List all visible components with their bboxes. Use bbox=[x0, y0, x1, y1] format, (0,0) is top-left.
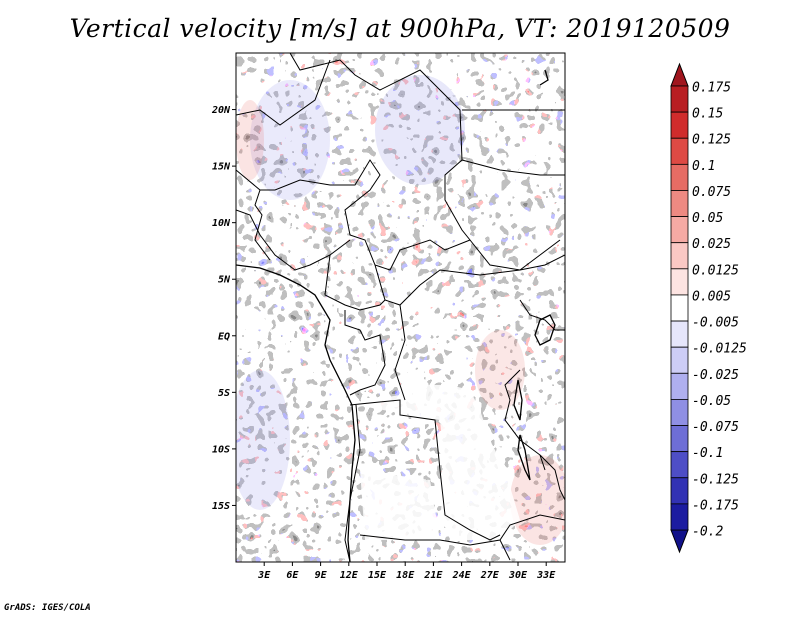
colorbar-segment bbox=[670, 268, 689, 296]
lat-label: 5N bbox=[218, 275, 231, 286]
colorbar-label: -0.075 bbox=[692, 420, 739, 435]
colorbar-segment bbox=[670, 503, 689, 531]
lon-label: 6E bbox=[286, 570, 299, 581]
colorbar-segment bbox=[670, 451, 689, 479]
colorbar-label: 0.1 bbox=[692, 159, 715, 174]
colorbar-label: 0.025 bbox=[692, 237, 731, 252]
colorbar-label: -0.175 bbox=[692, 498, 739, 513]
lon-label: 18E bbox=[396, 570, 415, 581]
lat-label: 10S bbox=[212, 444, 230, 455]
lon-label: 3E bbox=[257, 570, 271, 581]
lon-label: 30E bbox=[508, 570, 528, 581]
colorbar-label: -0.0125 bbox=[692, 342, 747, 357]
colorbar-segment bbox=[670, 85, 689, 113]
lon-label: 12E bbox=[340, 570, 359, 581]
colorbar-top-arrow bbox=[670, 62, 689, 87]
lat-label: 15S bbox=[212, 501, 230, 512]
colorbar-segment bbox=[670, 294, 689, 322]
colorbar-bottom-arrow bbox=[670, 529, 689, 554]
lon-label: 27E bbox=[480, 570, 500, 581]
coastlines bbox=[236, 69, 556, 562]
colorbar-segment bbox=[670, 372, 689, 400]
colorbar-label: -0.125 bbox=[692, 472, 739, 487]
map-frame bbox=[235, 52, 566, 563]
colorbar-label: 0.175 bbox=[692, 81, 731, 96]
lon-label: 21E bbox=[423, 570, 443, 581]
colorbar-label: -0.1 bbox=[692, 446, 723, 461]
colorbar-segment bbox=[670, 190, 689, 217]
colorbar-segment bbox=[670, 111, 689, 139]
colorbar-label: -0.2 bbox=[692, 525, 723, 540]
colorbar-label: 0.125 bbox=[692, 133, 731, 148]
colorbar-segment bbox=[670, 477, 689, 505]
lat-label: 20N bbox=[211, 105, 231, 116]
colorbar-label: 0.0125 bbox=[692, 263, 739, 278]
lat-label: EQ bbox=[218, 331, 230, 342]
grads-credit: GrADS: IGES/COLA bbox=[4, 603, 91, 613]
colorbar-segment bbox=[670, 216, 689, 244]
colorbar-label: -0.005 bbox=[692, 316, 739, 331]
colorbar-label: -0.025 bbox=[692, 368, 739, 383]
colorbar-label: 0.075 bbox=[692, 185, 731, 200]
colorbar-label: 0.15 bbox=[692, 107, 723, 122]
colorbar-segment bbox=[670, 242, 689, 270]
colorbar-segment bbox=[670, 425, 689, 453]
colorbar-segment bbox=[670, 346, 689, 374]
colorbar-segment bbox=[670, 399, 689, 426]
lat-label: 10N bbox=[212, 218, 231, 229]
colorbar-label: -0.05 bbox=[692, 394, 731, 409]
map-title: Vertical velocity [m/s] at 900hPa, VT: 2… bbox=[69, 14, 731, 43]
colorbar-label: 0.05 bbox=[692, 211, 723, 226]
lon-label: 15E bbox=[368, 570, 387, 581]
lat-label: 15N bbox=[212, 162, 231, 173]
lon-label: 33E bbox=[536, 570, 556, 581]
colorbar: 0.175 0.15 0.125 0.1 0.075 0.05 0.025 0.0125 0.0… bbox=[670, 62, 747, 554]
colorbar-segment bbox=[670, 137, 689, 165]
lon-label: 9E bbox=[315, 570, 328, 581]
colorbar-segment bbox=[670, 163, 689, 191]
colorbar-label: 0.005 bbox=[692, 289, 731, 304]
lon-label: 24E bbox=[452, 570, 472, 581]
longitude-labels: 3E 6E 9E 12E 15E 18E 21E 24E 27E 30E 33E bbox=[257, 562, 556, 581]
lat-label: 5S bbox=[218, 388, 230, 399]
latitude-labels: 20N 15N 10N 5N EQ 5S 10S 15S bbox=[211, 105, 236, 512]
colorbar-segment bbox=[670, 320, 689, 348]
